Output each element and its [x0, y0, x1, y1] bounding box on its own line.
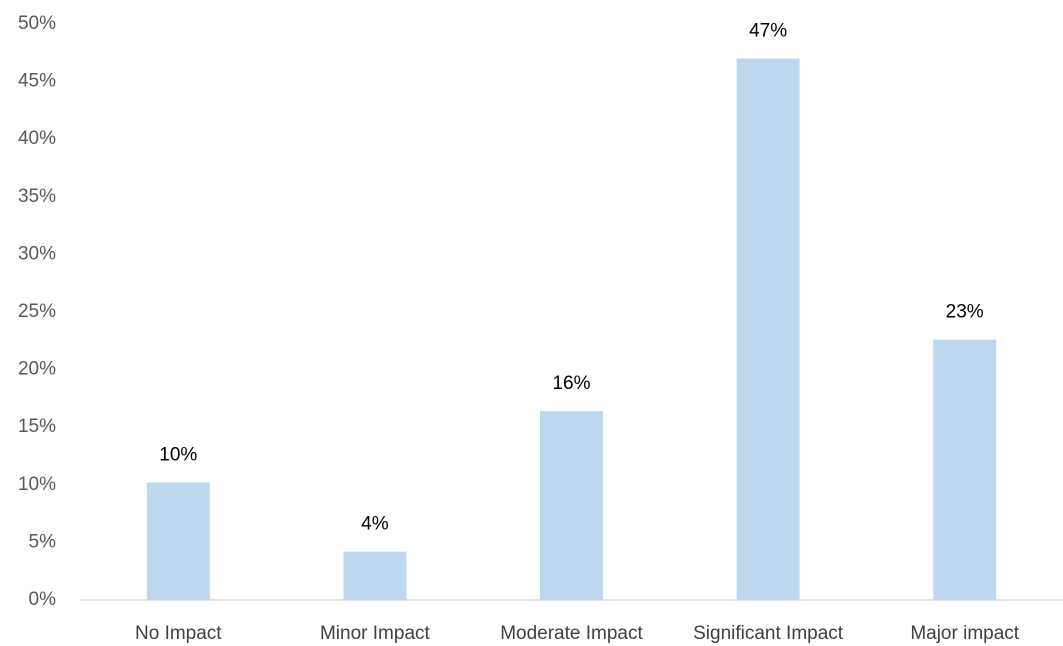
- y-tick-label: 15%: [18, 416, 56, 437]
- x-tick-label: No Impact: [135, 623, 222, 644]
- bar: [736, 58, 800, 601]
- bar: [933, 339, 997, 600]
- y-tick-label: 45%: [18, 71, 56, 92]
- x-tick-label: Moderate Impact: [500, 623, 643, 644]
- data-label: 23%: [946, 302, 984, 323]
- y-tick-label: 25%: [18, 301, 56, 322]
- x-tick-label: Major impact: [910, 623, 1019, 644]
- y-tick-label: 0%: [29, 589, 57, 610]
- bar: [146, 482, 210, 600]
- y-tick-label: 20%: [18, 359, 56, 380]
- x-tick-label: Significant Impact: [693, 623, 844, 644]
- bar: [540, 411, 603, 600]
- y-tick-label: 30%: [18, 243, 56, 264]
- y-tick-label: 50%: [18, 13, 56, 34]
- data-label: 4%: [361, 514, 389, 535]
- data-label: 10%: [159, 445, 197, 466]
- data-label: 16%: [552, 373, 590, 394]
- y-tick-label: 5%: [29, 531, 57, 552]
- data-label: 47%: [749, 21, 787, 42]
- y-tick-label: 35%: [18, 186, 56, 207]
- bar: [343, 551, 407, 600]
- y-tick-label: 40%: [18, 128, 56, 149]
- y-tick-label: 10%: [18, 474, 56, 495]
- x-tick-label: Minor Impact: [320, 623, 431, 644]
